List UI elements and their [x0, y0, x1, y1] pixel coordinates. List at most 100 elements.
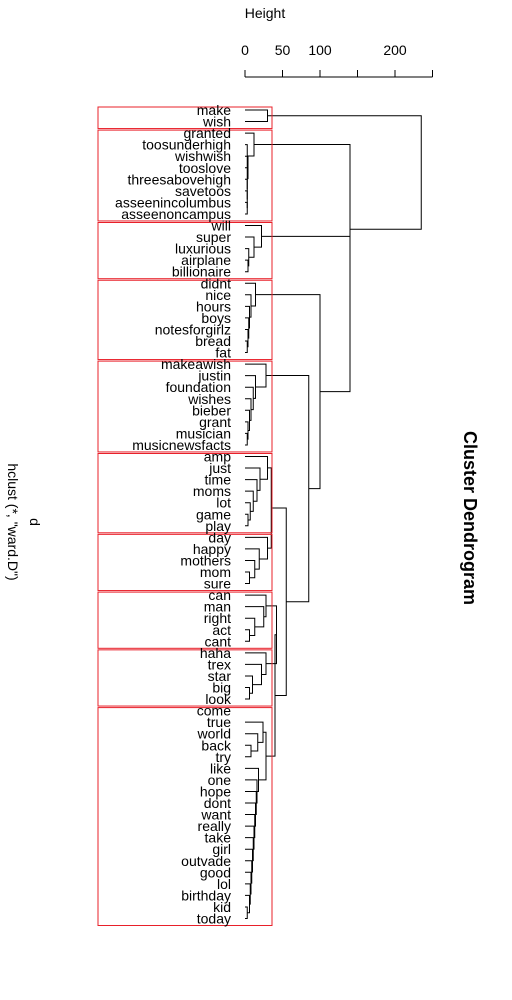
merge-link [245, 398, 252, 421]
cluster-box [97, 129, 273, 222]
leaf-label: notesforgirlz [155, 321, 231, 337]
leaf-label: hours [196, 298, 231, 314]
merge-link [245, 513, 249, 527]
cluster-box [97, 591, 273, 649]
leaf-label: true [207, 714, 231, 730]
merge-link [245, 571, 250, 585]
leaf-label: nice [205, 287, 231, 303]
merge-link [266, 634, 277, 757]
leaf-label: musicnewsfacts [132, 437, 231, 453]
merge-link [245, 594, 267, 618]
leaf-label: really [198, 818, 231, 834]
merge-link [245, 629, 250, 642]
leaf-label: lol [217, 876, 231, 892]
leaf-label: wish [202, 114, 231, 130]
cluster-box [97, 533, 273, 592]
merge-link [245, 109, 268, 123]
leaf-label: girl [212, 841, 231, 857]
leaf-label: trex [208, 656, 231, 672]
axis-tick-label: 200 [383, 42, 407, 58]
leaf-label: asseenoncampus [121, 206, 231, 222]
leaf-label: want [200, 807, 231, 823]
merge-link [255, 294, 321, 490]
leaf-label: world [197, 726, 231, 742]
leaf-label: amp [204, 449, 231, 465]
merge-link [245, 548, 260, 570]
leaf-label: kid [213, 899, 231, 915]
leaf-label: mothers [180, 552, 231, 568]
chart-subtitle-d: d [27, 518, 43, 526]
leaf-label: didnt [201, 275, 231, 291]
leaf-label: toosunderhigh [142, 137, 231, 153]
leaf-label: back [201, 737, 232, 753]
leaf-label: mom [200, 564, 231, 580]
leaf-label: wishwish [174, 148, 231, 164]
leaf-label: will [211, 218, 231, 234]
merge-link [245, 721, 264, 743]
leaf-label: savetoos [175, 183, 231, 199]
merge-link [245, 259, 249, 273]
leaf-label: happy [193, 541, 231, 557]
leaf-label: come [197, 703, 231, 719]
merge-link [245, 432, 248, 446]
merge-link [245, 409, 250, 432]
cluster-box [97, 649, 273, 707]
leaf-label: man [204, 599, 231, 615]
leaf-label: just [208, 460, 231, 476]
height-axis: Height 0 50 100 200 [241, 5, 433, 78]
merge-link [245, 225, 262, 248]
leaf-label: threesabovehigh [127, 171, 231, 187]
leaf-label: star [208, 668, 232, 684]
leaf-label: lot [216, 495, 231, 511]
leaf-label: play [205, 518, 231, 534]
leaf-labels: makewishgrantedtoosunderhighwishwishtoos… [115, 102, 232, 927]
merge-link [245, 340, 248, 354]
leaf-label: wishes [187, 391, 231, 407]
leaf-label: today [197, 911, 231, 927]
leaf-label: like [210, 760, 231, 776]
axis-ticks: 0 50 100 200 [241, 42, 433, 78]
merge-link [267, 115, 422, 230]
leaf-label: musician [176, 425, 231, 441]
leaf-label: birthday [181, 887, 231, 903]
merge-link [261, 235, 351, 393]
leaf-label: cant [205, 633, 232, 649]
leaf-label: boys [201, 310, 231, 326]
leaf-label: bread [195, 333, 231, 349]
cluster-box [97, 222, 273, 280]
leaf-label: make [197, 102, 231, 118]
merge-link [245, 536, 268, 560]
leaf-label: asseenincolumbus [115, 194, 231, 210]
leaf-label: good [200, 864, 231, 880]
leaf-label: justin [197, 368, 231, 384]
leaf-label: billionaire [172, 264, 231, 280]
leaf-label: can [208, 587, 231, 603]
merge-link [267, 467, 272, 549]
leaf-label: airplane [181, 252, 231, 268]
merge-link [245, 236, 255, 258]
merge-link [254, 144, 351, 314]
merge-link [271, 507, 287, 696]
leaf-label: super [196, 229, 231, 245]
leaf-label: grant [199, 414, 231, 430]
leaf-label: moms [193, 483, 231, 499]
leaf-label: outvade [181, 853, 231, 869]
leaf-label: fat [215, 345, 231, 361]
leaf-label: try [215, 749, 231, 765]
merge-link [245, 687, 250, 700]
chart-subtitle-method: hclust (*, "ward.D") [5, 463, 21, 580]
merge-link [245, 479, 258, 502]
merge-link [245, 663, 262, 686]
leaf-label: game [196, 506, 231, 522]
leaf-label: big [212, 680, 231, 696]
cluster-box [97, 453, 273, 534]
axis-tick-label: 100 [308, 42, 332, 58]
axis-tick-label: 50 [275, 42, 291, 58]
leaf-label: dont [204, 795, 231, 811]
leaf-label: makeawish [161, 356, 231, 372]
leaf-label: act [212, 622, 231, 638]
leaf-label: bieber [192, 402, 231, 418]
merge-link [258, 731, 267, 781]
leaf-label: take [205, 830, 232, 846]
